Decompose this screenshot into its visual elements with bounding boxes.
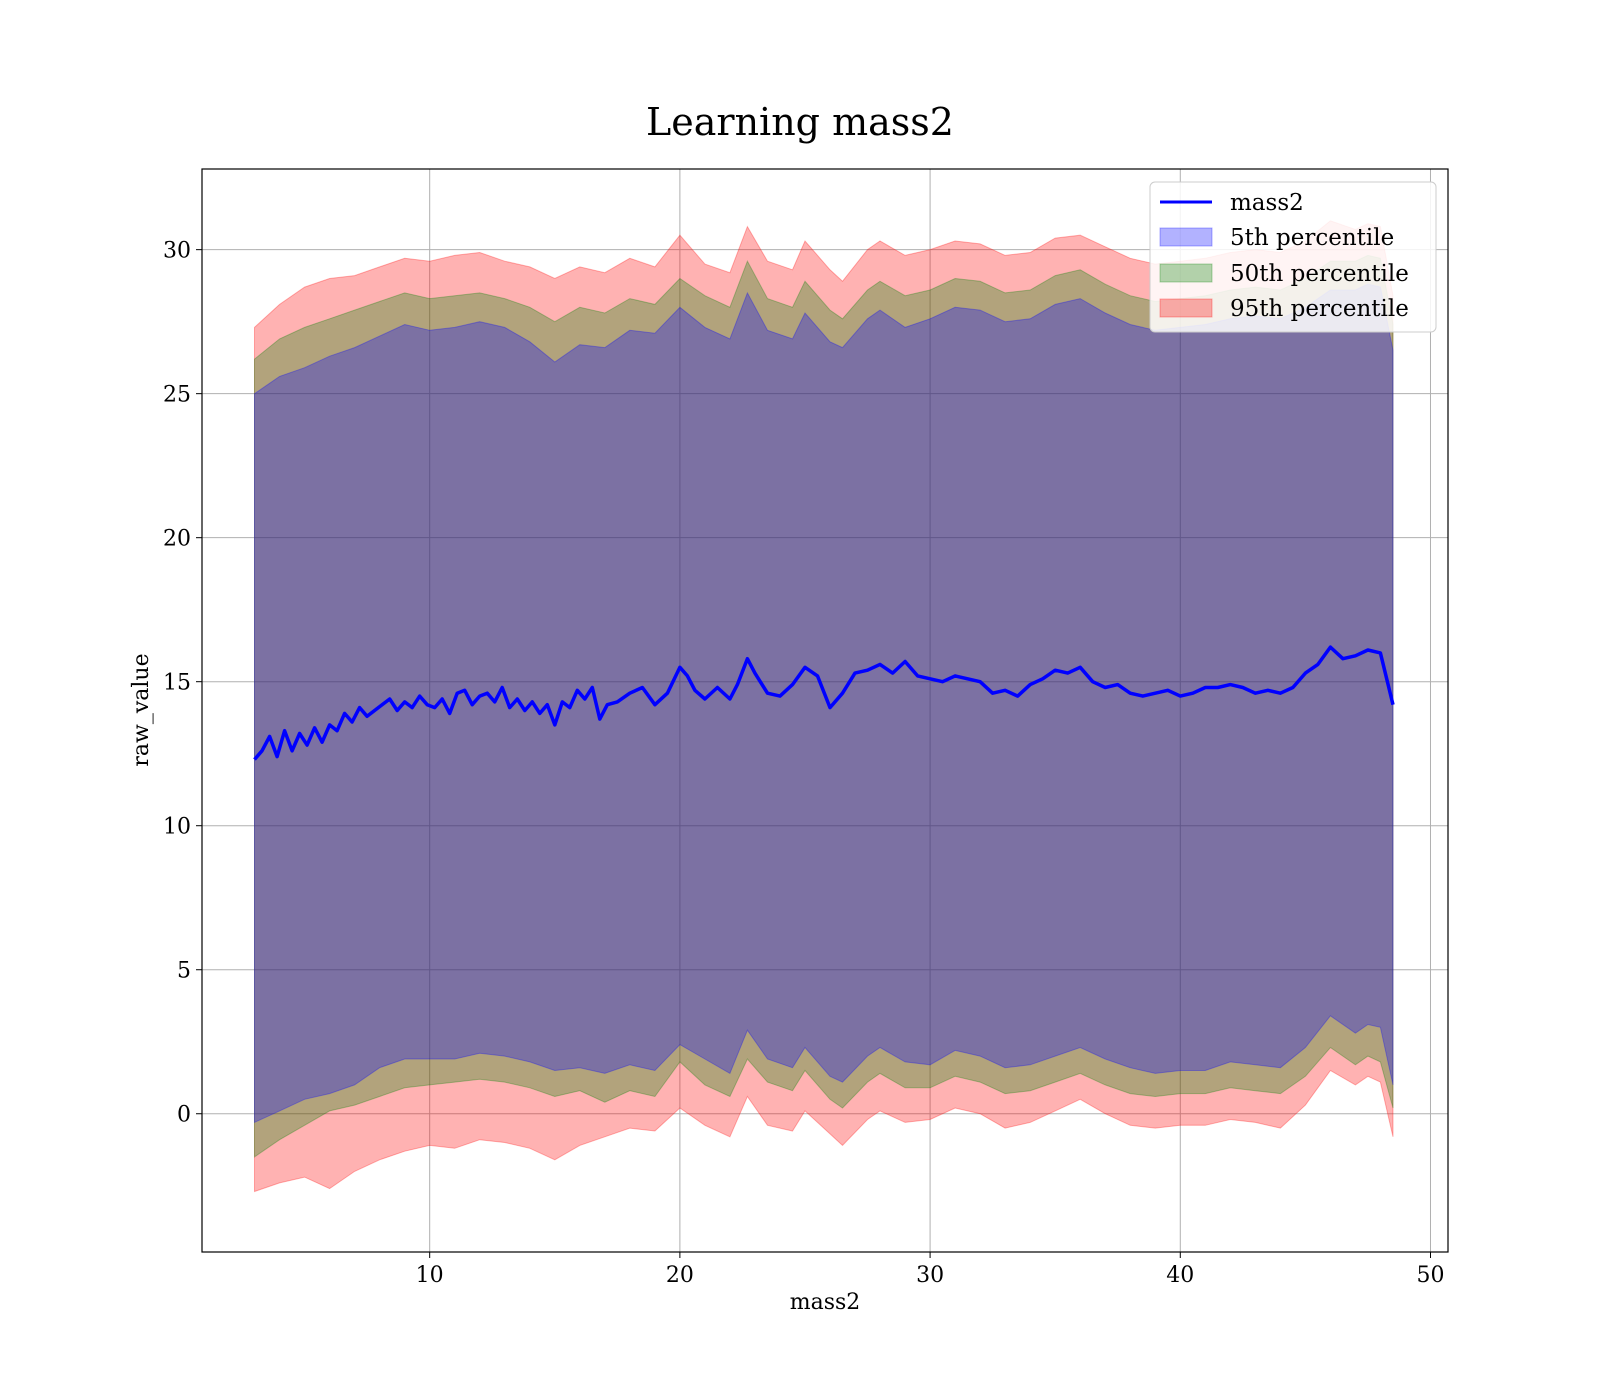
y-tick-label: 30	[163, 239, 191, 264]
legend-label-50th: 50th percentile	[1230, 261, 1409, 287]
y-axis-label: raw_value	[129, 653, 154, 766]
axis-ticks: 10 20 30 40 50 0 5 10 15 20 25 30	[163, 239, 1444, 1288]
line-mass2	[253, 645, 1395, 761]
legend-label-95th: 95th percentile	[1230, 296, 1409, 322]
x-tick-label: 20	[666, 1263, 694, 1288]
x-tick-label: 10	[416, 1263, 444, 1288]
legend-swatch-50th	[1159, 263, 1213, 283]
chart-title: Learning mass2	[646, 100, 954, 144]
percentile-bands	[254, 220, 1394, 1193]
mass2-line-layer	[253, 645, 1395, 761]
band-5th-percentile	[254, 283, 1394, 1124]
y-tick-label: 5	[177, 959, 191, 984]
x-tick-label: 30	[916, 1263, 944, 1288]
x-tick-label: 40	[1166, 1263, 1194, 1288]
x-tick-label: 50	[1416, 1263, 1444, 1288]
y-tick-label: 0	[177, 1103, 191, 1128]
legend-swatch-95th	[1159, 298, 1213, 318]
y-tick-label: 15	[163, 671, 191, 696]
plot-frame	[201, 168, 1449, 1253]
legend-box	[1149, 181, 1437, 333]
y-tick-label: 25	[163, 383, 191, 408]
legend-label-mass2: mass2	[1230, 190, 1304, 216]
grid-lines	[202, 169, 1448, 1252]
legend: mass2 5th percentile 50th percentile 95t…	[1149, 181, 1437, 333]
band-50th-percentile	[254, 254, 1394, 1158]
band-95th-percentile	[254, 220, 1394, 1193]
legend-swatch-5th	[1159, 227, 1213, 247]
plot-background	[202, 169, 1448, 1252]
x-axis-label: mass2	[790, 1290, 861, 1315]
y-tick-label: 20	[163, 527, 191, 552]
legend-label-5th: 5th percentile	[1230, 225, 1394, 251]
y-tick-label: 10	[163, 815, 191, 840]
